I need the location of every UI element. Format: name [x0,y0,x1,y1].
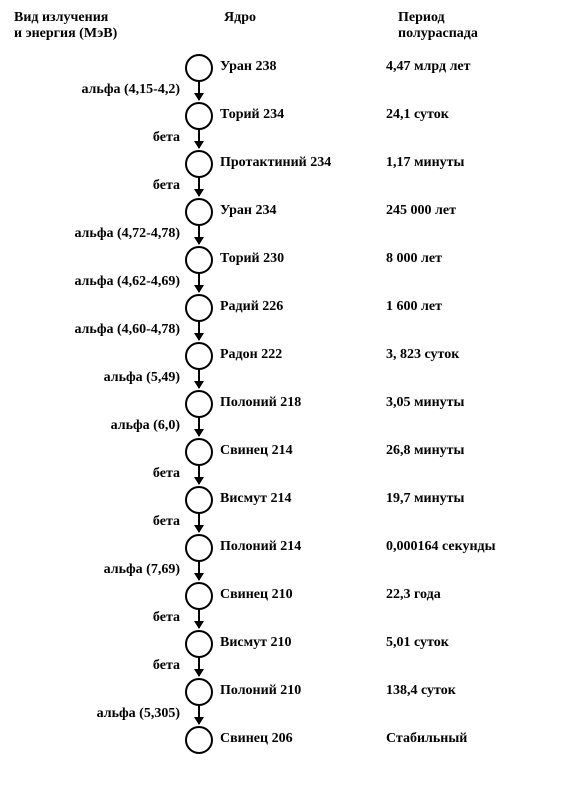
nucleus-label: Торий 230 [220,251,284,267]
halflife-label: 1 600 лет [386,299,442,315]
decay-label: альфа (5,305) [97,706,180,722]
decay-label: бета [153,466,180,482]
decay-arrow [198,562,200,580]
halflife-label: Стабильный [386,731,467,747]
decay-label: альфа (4,62-4,69) [74,274,180,290]
decay-label: бета [153,178,180,194]
decay-arrow [198,82,200,100]
decay-label: бета [153,514,180,530]
nucleus-label: Свинец 206 [220,731,293,747]
nucleus-label: Полоний 210 [220,683,301,699]
decay-arrow [198,706,200,724]
nucleus-circle [185,486,213,514]
nucleus-label: Полоний 214 [220,539,301,555]
decay-label: альфа (4,72-4,78) [74,226,180,242]
decay-label: альфа (4,15-4,2) [81,82,180,98]
nucleus-circle [185,438,213,466]
header-nucleus: Ядро [224,10,256,26]
decay-label: бета [153,658,180,674]
halflife-label: 138,4 суток [386,683,456,699]
header-radiation-line1: Вид излучения [14,10,117,26]
nucleus-label: Радий 226 [220,299,283,315]
halflife-label: 4,47 млрд лет [386,59,471,75]
halflife-label: 245 000 лет [386,203,456,219]
nucleus-circle [185,390,213,418]
halflife-label: 24,1 суток [386,107,449,123]
decay-label: бета [153,610,180,626]
nucleus-label: Протактиний 234 [220,155,331,171]
halflife-label: 22,3 года [386,587,441,603]
nucleus-circle [185,54,213,82]
halflife-label: 26,8 минуты [386,443,464,459]
decay-label: альфа (7,69) [104,562,180,578]
halflife-label: 1,17 минуты [386,155,464,171]
decay-arrow [198,514,200,532]
header-radiation-line2: и энергия (МэВ) [14,26,117,42]
header-halflife: Период полураспада [398,10,478,42]
decay-arrow [198,178,200,196]
decay-arrow [198,130,200,148]
header-halflife-line1: Период [398,10,478,26]
halflife-label: 8 000 лет [386,251,442,267]
nucleus-circle [185,534,213,562]
decay-label: альфа (6,0) [111,418,180,434]
decay-arrow [198,418,200,436]
decay-arrow [198,274,200,292]
nucleus-label: Висмут 214 [220,491,292,507]
halflife-label: 3,05 минуты [386,395,464,411]
decay-arrow [198,370,200,388]
header-halflife-line2: полураспада [398,26,478,42]
nucleus-circle [185,342,213,370]
nucleus-circle [185,102,213,130]
nucleus-label: Полоний 218 [220,395,301,411]
halflife-label: 19,7 минуты [386,491,464,507]
nucleus-label: Уран 234 [220,203,276,219]
halflife-label: 5,01 суток [386,635,449,651]
nucleus-label: Висмут 210 [220,635,292,651]
nucleus-circle [185,678,213,706]
nucleus-label: Торий 234 [220,107,284,123]
nucleus-circle [185,582,213,610]
decay-arrow [198,226,200,244]
nucleus-circle [185,294,213,322]
nucleus-label: Уран 238 [220,59,276,75]
decay-arrow [198,610,200,628]
decay-arrow [198,658,200,676]
halflife-label: 0,000164 секунды [386,539,496,555]
decay-label: альфа (5,49) [104,370,180,386]
nucleus-label: Свинец 210 [220,587,293,603]
nucleus-circle [185,726,213,754]
halflife-label: 3, 823 суток [386,347,459,363]
nucleus-circle [185,150,213,178]
nucleus-label: Свинец 214 [220,443,293,459]
nucleus-circle [185,246,213,274]
nucleus-circle [185,198,213,226]
nucleus-label: Радон 222 [220,347,282,363]
decay-label: бета [153,130,180,146]
header-radiation: Вид излучения и энергия (МэВ) [14,10,117,42]
decay-arrow [198,466,200,484]
decay-label: альфа (4,60-4,78) [74,322,180,338]
nucleus-circle [185,630,213,658]
decay-arrow [198,322,200,340]
